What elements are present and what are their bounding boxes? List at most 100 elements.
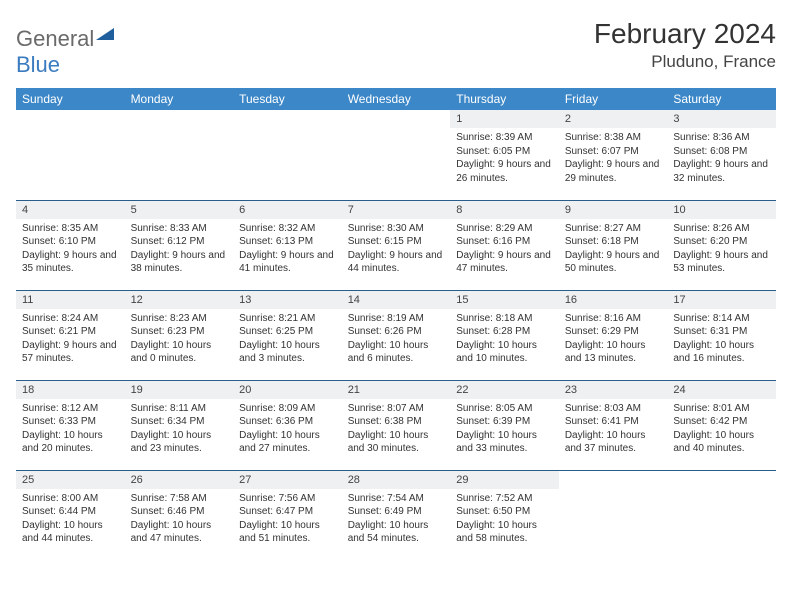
calendar-cell: 22Sunrise: 8:05 AMSunset: 6:39 PMDayligh… [450,380,559,470]
day-details: Sunrise: 8:39 AMSunset: 6:05 PMDaylight:… [450,128,559,188]
day-details: Sunrise: 8:38 AMSunset: 6:07 PMDaylight:… [559,128,668,188]
calendar-cell: 25Sunrise: 8:00 AMSunset: 6:44 PMDayligh… [16,470,125,560]
brand-part1: General [16,26,94,51]
day-details: Sunrise: 8:36 AMSunset: 6:08 PMDaylight:… [667,128,776,188]
day-number: 14 [342,291,451,309]
calendar-cell: 24Sunrise: 8:01 AMSunset: 6:42 PMDayligh… [667,380,776,470]
day-details: Sunrise: 8:16 AMSunset: 6:29 PMDaylight:… [559,309,668,369]
day-number: 22 [450,381,559,399]
calendar-cell [233,110,342,200]
day-number: 20 [233,381,342,399]
day-number: 15 [450,291,559,309]
day-number: 11 [16,291,125,309]
day-number: 13 [233,291,342,309]
calendar-cell [125,110,234,200]
title-block: February 2024 Pluduno, France [594,18,776,72]
weekday-header: Wednesday [342,88,451,110]
brand-logo: GeneralBlue [16,18,114,78]
calendar-cell: 16Sunrise: 8:16 AMSunset: 6:29 PMDayligh… [559,290,668,380]
calendar-cell [667,470,776,560]
day-details: Sunrise: 8:00 AMSunset: 6:44 PMDaylight:… [16,489,125,549]
day-details: Sunrise: 7:54 AMSunset: 6:49 PMDaylight:… [342,489,451,549]
day-number: 25 [16,471,125,489]
day-number: 24 [667,381,776,399]
calendar-cell: 18Sunrise: 8:12 AMSunset: 6:33 PMDayligh… [16,380,125,470]
calendar-page: GeneralBlue February 2024 Pluduno, Franc… [0,0,792,560]
day-number: 18 [16,381,125,399]
day-number: 21 [342,381,451,399]
day-details: Sunrise: 8:12 AMSunset: 6:33 PMDaylight:… [16,399,125,459]
day-details: Sunrise: 8:35 AMSunset: 6:10 PMDaylight:… [16,219,125,279]
day-number: 16 [559,291,668,309]
day-details: Sunrise: 8:23 AMSunset: 6:23 PMDaylight:… [125,309,234,369]
weekday-header: Sunday [16,88,125,110]
day-number: 29 [450,471,559,489]
calendar-cell: 5Sunrise: 8:33 AMSunset: 6:12 PMDaylight… [125,200,234,290]
calendar-cell: 2Sunrise: 8:38 AMSunset: 6:07 PMDaylight… [559,110,668,200]
calendar-cell: 11Sunrise: 8:24 AMSunset: 6:21 PMDayligh… [16,290,125,380]
day-details: Sunrise: 8:32 AMSunset: 6:13 PMDaylight:… [233,219,342,279]
calendar-cell: 7Sunrise: 8:30 AMSunset: 6:15 PMDaylight… [342,200,451,290]
calendar-cell: 28Sunrise: 7:54 AMSunset: 6:49 PMDayligh… [342,470,451,560]
day-number: 6 [233,201,342,219]
calendar-cell [342,110,451,200]
day-number: 28 [342,471,451,489]
day-number: 5 [125,201,234,219]
calendar-cell: 29Sunrise: 7:52 AMSunset: 6:50 PMDayligh… [450,470,559,560]
calendar-cell: 17Sunrise: 8:14 AMSunset: 6:31 PMDayligh… [667,290,776,380]
day-number: 2 [559,110,668,128]
calendar-cell: 6Sunrise: 8:32 AMSunset: 6:13 PMDaylight… [233,200,342,290]
day-details: Sunrise: 8:14 AMSunset: 6:31 PMDaylight:… [667,309,776,369]
day-number: 12 [125,291,234,309]
day-details: Sunrise: 7:58 AMSunset: 6:46 PMDaylight:… [125,489,234,549]
calendar-cell: 9Sunrise: 8:27 AMSunset: 6:18 PMDaylight… [559,200,668,290]
day-number: 19 [125,381,234,399]
weekday-header: Monday [125,88,234,110]
calendar-cell: 27Sunrise: 7:56 AMSunset: 6:47 PMDayligh… [233,470,342,560]
calendar-cell: 20Sunrise: 8:09 AMSunset: 6:36 PMDayligh… [233,380,342,470]
day-details: Sunrise: 8:11 AMSunset: 6:34 PMDaylight:… [125,399,234,459]
calendar-cell [559,470,668,560]
day-details: Sunrise: 8:07 AMSunset: 6:38 PMDaylight:… [342,399,451,459]
day-details: Sunrise: 8:27 AMSunset: 6:18 PMDaylight:… [559,219,668,279]
day-details: Sunrise: 8:19 AMSunset: 6:26 PMDaylight:… [342,309,451,369]
day-details: Sunrise: 7:56 AMSunset: 6:47 PMDaylight:… [233,489,342,549]
day-number: 23 [559,381,668,399]
day-details: Sunrise: 8:21 AMSunset: 6:25 PMDaylight:… [233,309,342,369]
day-number: 4 [16,201,125,219]
calendar-cell [16,110,125,200]
day-number: 3 [667,110,776,128]
calendar-cell: 21Sunrise: 8:07 AMSunset: 6:38 PMDayligh… [342,380,451,470]
day-details: Sunrise: 8:09 AMSunset: 6:36 PMDaylight:… [233,399,342,459]
day-details: Sunrise: 8:05 AMSunset: 6:39 PMDaylight:… [450,399,559,459]
calendar-body: 1Sunrise: 8:39 AMSunset: 6:05 PMDaylight… [16,110,776,560]
day-details: Sunrise: 7:52 AMSunset: 6:50 PMDaylight:… [450,489,559,549]
calendar-cell: 10Sunrise: 8:26 AMSunset: 6:20 PMDayligh… [667,200,776,290]
weekday-header: Saturday [667,88,776,110]
day-number: 27 [233,471,342,489]
calendar-cell: 13Sunrise: 8:21 AMSunset: 6:25 PMDayligh… [233,290,342,380]
calendar-cell: 26Sunrise: 7:58 AMSunset: 6:46 PMDayligh… [125,470,234,560]
calendar-cell: 1Sunrise: 8:39 AMSunset: 6:05 PMDaylight… [450,110,559,200]
day-number: 9 [559,201,668,219]
calendar-cell: 12Sunrise: 8:23 AMSunset: 6:23 PMDayligh… [125,290,234,380]
calendar-table: SundayMondayTuesdayWednesdayThursdayFrid… [16,88,776,560]
day-details: Sunrise: 8:33 AMSunset: 6:12 PMDaylight:… [125,219,234,279]
header: GeneralBlue February 2024 Pluduno, Franc… [16,18,776,78]
weekday-header: Tuesday [233,88,342,110]
calendar-cell: 19Sunrise: 8:11 AMSunset: 6:34 PMDayligh… [125,380,234,470]
calendar-cell: 3Sunrise: 8:36 AMSunset: 6:08 PMDaylight… [667,110,776,200]
day-number: 10 [667,201,776,219]
day-details: Sunrise: 8:18 AMSunset: 6:28 PMDaylight:… [450,309,559,369]
day-number: 26 [125,471,234,489]
month-title: February 2024 [594,18,776,50]
day-number: 8 [450,201,559,219]
calendar-cell: 8Sunrise: 8:29 AMSunset: 6:16 PMDaylight… [450,200,559,290]
calendar-head: SundayMondayTuesdayWednesdayThursdayFrid… [16,88,776,110]
weekday-header: Friday [559,88,668,110]
weekday-header: Thursday [450,88,559,110]
calendar-cell: 15Sunrise: 8:18 AMSunset: 6:28 PMDayligh… [450,290,559,380]
day-details: Sunrise: 8:03 AMSunset: 6:41 PMDaylight:… [559,399,668,459]
calendar-cell: 4Sunrise: 8:35 AMSunset: 6:10 PMDaylight… [16,200,125,290]
day-number: 1 [450,110,559,128]
